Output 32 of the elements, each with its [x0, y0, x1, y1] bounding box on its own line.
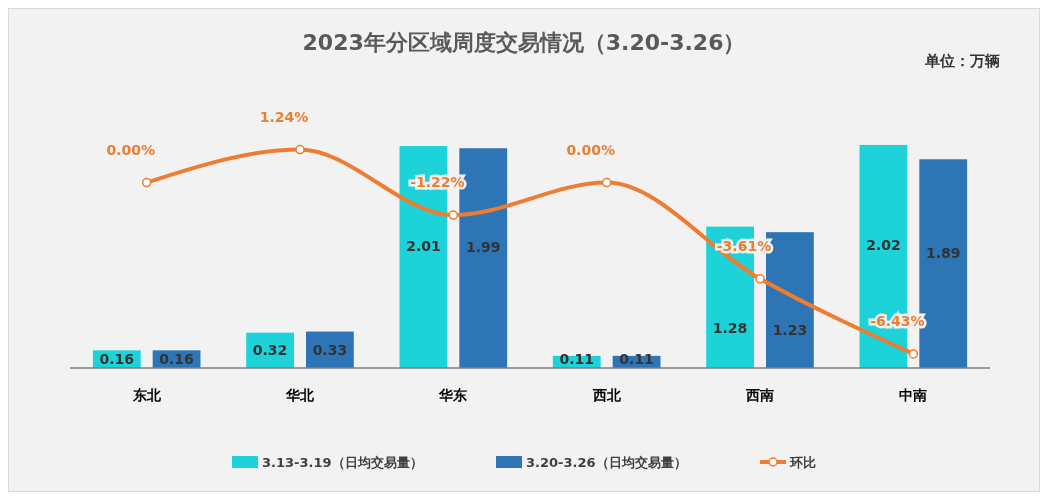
x-tick-label: 西北: [591, 387, 622, 403]
data-label: 1.89: [925, 245, 961, 262]
point: [601, 177, 612, 188]
legend-label: 环比: [789, 455, 816, 470]
point: [755, 274, 765, 284]
text: 单位：万辆: [924, 52, 1000, 70]
data-label: 1.24%: [259, 108, 309, 125]
point: [908, 349, 919, 359]
data-label: 1.99: [465, 239, 501, 256]
point: [141, 177, 152, 188]
data-label: 0.32: [252, 342, 288, 359]
x-tick-label: 西南: [745, 387, 774, 403]
legend-label: 3.13-3.19（日均交易量）: [262, 455, 423, 470]
data-label: 2.01: [406, 237, 441, 254]
data-label: 1.28: [712, 320, 748, 337]
legend-label: 3.20-3.26（日均交易量）: [526, 455, 687, 470]
x-tick-label: 东北: [131, 387, 162, 403]
data-label: 0.00%: [106, 141, 155, 158]
x-tick-label: 华东: [438, 387, 468, 403]
x-tick-label: 中南: [899, 387, 928, 403]
chart-title: 2023年分区域周度交易情况（3.20-3.26）: [302, 30, 746, 55]
data-label: 0.16: [99, 351, 135, 367]
data-label: 1.23: [772, 321, 808, 338]
point: [295, 144, 305, 155]
data-label: 0.00%: [566, 141, 615, 158]
x-tick-label: 华北: [285, 387, 315, 403]
data-label: 2.02: [866, 237, 901, 254]
data-label: 0.11: [559, 351, 595, 367]
data-label: 0.33: [312, 341, 348, 358]
point: [448, 210, 459, 220]
data-label: 0.11: [619, 351, 654, 367]
data-label: 0.16: [159, 351, 194, 367]
